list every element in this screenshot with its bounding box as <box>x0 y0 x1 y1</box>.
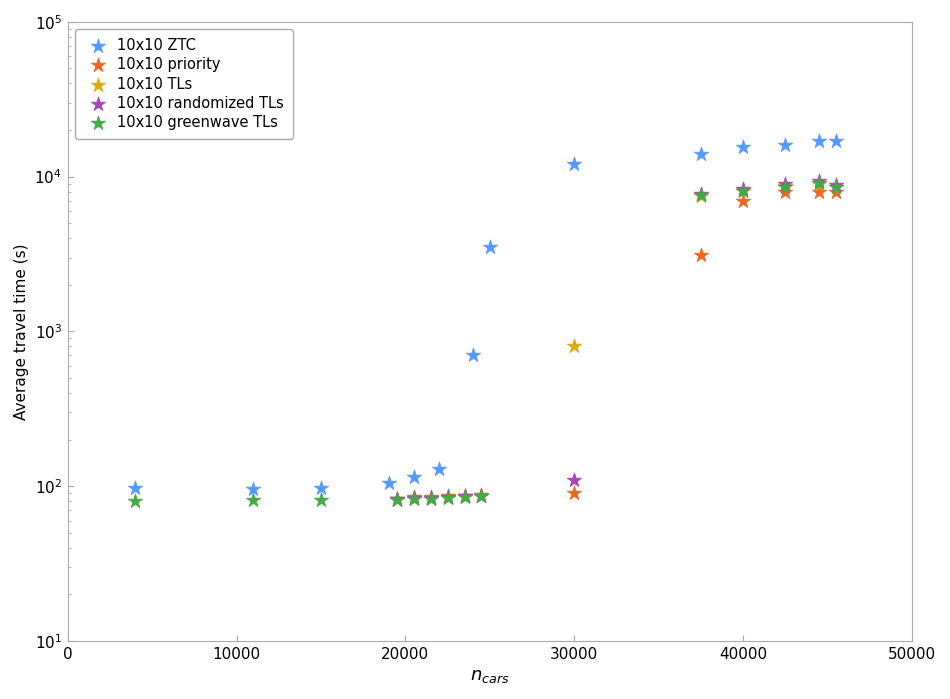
10x10 priority <box>735 195 751 206</box>
10x10 TLs <box>811 178 826 189</box>
10x10 TLs <box>567 341 582 352</box>
10x10 greenwave TLs <box>778 181 793 192</box>
10x10 greenwave TLs <box>457 491 472 503</box>
10x10 TLs <box>828 181 844 192</box>
10x10 ZTC <box>407 471 422 482</box>
10x10 greenwave TLs <box>811 178 826 189</box>
10x10 priority <box>567 488 582 499</box>
10x10 priority <box>694 250 709 261</box>
10x10 TLs <box>457 491 472 502</box>
10x10 greenwave TLs <box>440 492 455 503</box>
10x10 ZTC <box>811 136 826 147</box>
10x10 ZTC <box>735 141 751 152</box>
Y-axis label: Average travel time (s): Average travel time (s) <box>14 243 28 419</box>
10x10 randomized TLs <box>811 176 826 187</box>
10x10 greenwave TLs <box>474 491 489 502</box>
10x10 randomized TLs <box>423 492 438 503</box>
10x10 TLs <box>474 490 489 501</box>
10x10 TLs <box>440 491 455 503</box>
10x10 greenwave TLs <box>407 493 422 504</box>
10x10 greenwave TLs <box>314 494 329 505</box>
10x10 TLs <box>407 492 422 503</box>
10x10 randomized TLs <box>828 180 844 191</box>
10x10 randomized TLs <box>407 492 422 503</box>
10x10 randomized TLs <box>474 490 489 501</box>
10x10 ZTC <box>127 482 142 493</box>
10x10 ZTC <box>314 482 329 493</box>
10x10 randomized TLs <box>457 491 472 502</box>
10x10 priority <box>828 186 844 197</box>
10x10 ZTC <box>381 477 396 489</box>
10x10 randomized TLs <box>567 474 582 485</box>
10x10 greenwave TLs <box>423 493 438 504</box>
10x10 greenwave TLs <box>127 496 142 507</box>
10x10 ZTC <box>246 483 261 494</box>
10x10 priority <box>440 491 455 502</box>
10x10 priority <box>778 186 793 197</box>
10x10 TLs <box>390 493 405 504</box>
10x10 priority <box>457 490 472 501</box>
10x10 randomized TLs <box>440 491 455 503</box>
10x10 priority <box>811 186 826 197</box>
10x10 randomized TLs <box>694 189 709 200</box>
Legend: 10x10 ZTC, 10x10 priority, 10x10 TLs, 10x10 randomized TLs, 10x10 greenwave TLs: 10x10 ZTC, 10x10 priority, 10x10 TLs, 10… <box>75 29 293 139</box>
10x10 TLs <box>735 185 751 196</box>
10x10 priority <box>407 491 422 503</box>
10x10 randomized TLs <box>390 493 405 504</box>
10x10 priority <box>390 493 405 504</box>
X-axis label: $n_{cars}$: $n_{cars}$ <box>470 667 509 685</box>
10x10 priority <box>423 491 438 503</box>
10x10 TLs <box>694 190 709 201</box>
10x10 TLs <box>778 180 793 192</box>
10x10 randomized TLs <box>778 179 793 190</box>
10x10 TLs <box>423 492 438 503</box>
10x10 randomized TLs <box>735 184 751 195</box>
10x10 ZTC <box>466 350 481 361</box>
10x10 greenwave TLs <box>246 494 261 505</box>
10x10 ZTC <box>694 148 709 159</box>
10x10 priority <box>474 489 489 500</box>
10x10 ZTC <box>567 159 582 170</box>
10x10 ZTC <box>483 242 498 253</box>
10x10 ZTC <box>778 139 793 150</box>
10x10 greenwave TLs <box>694 189 709 201</box>
10x10 greenwave TLs <box>828 181 844 192</box>
10x10 ZTC <box>828 136 844 147</box>
10x10 ZTC <box>431 463 446 474</box>
10x10 greenwave TLs <box>735 185 751 196</box>
10x10 greenwave TLs <box>390 494 405 505</box>
